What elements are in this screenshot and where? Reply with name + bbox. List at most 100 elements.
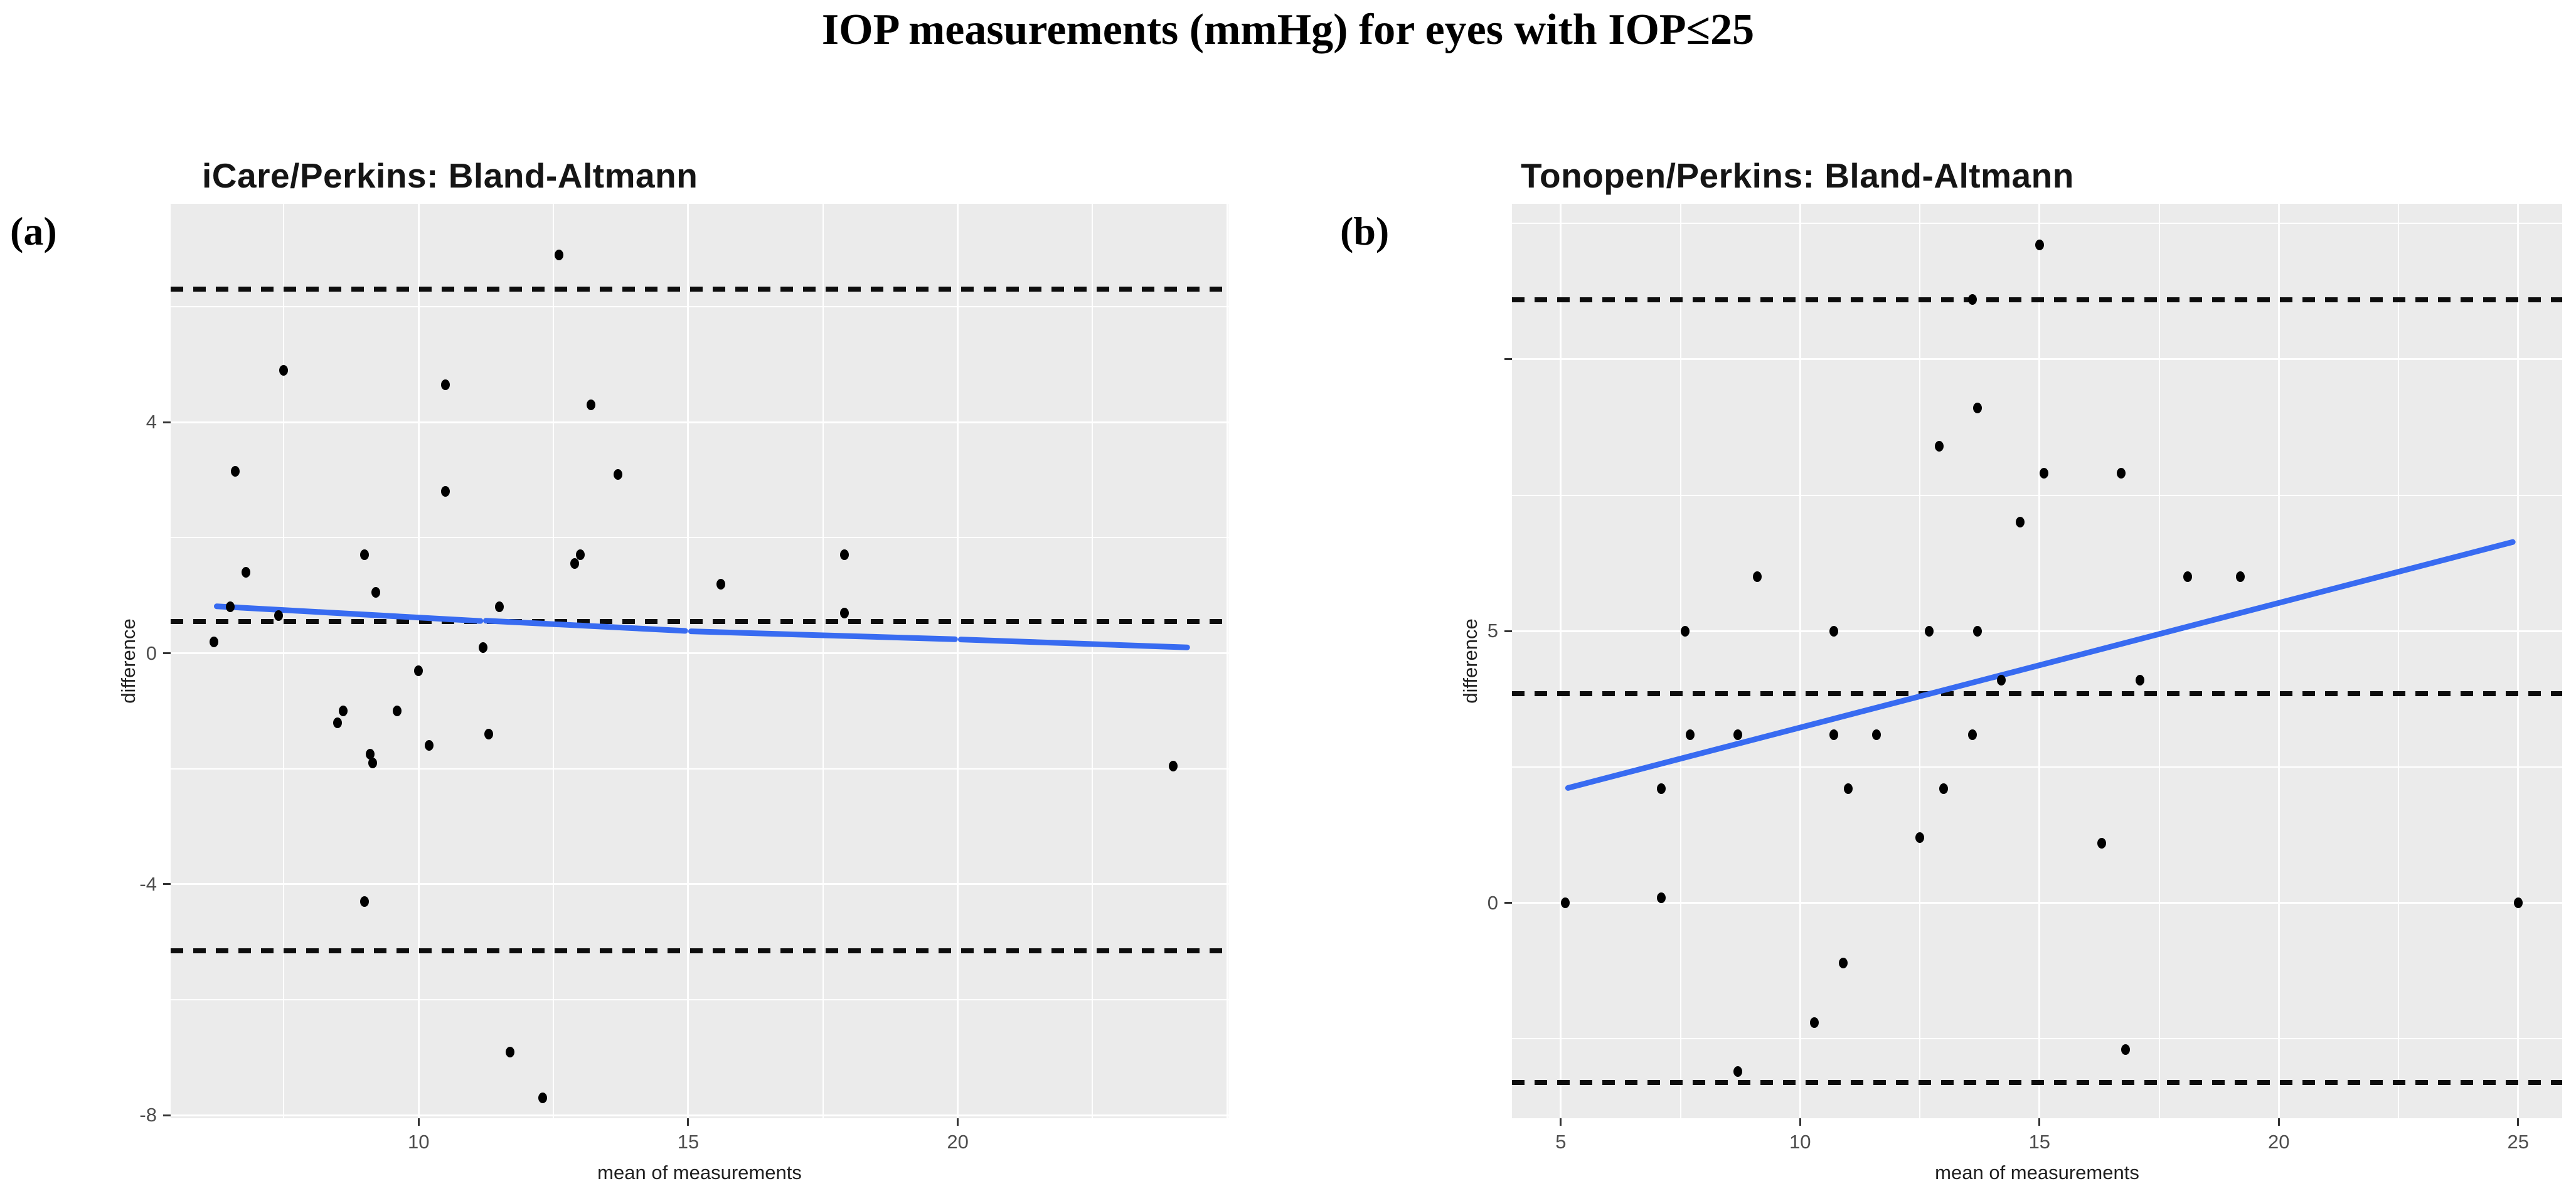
data-point <box>587 400 596 411</box>
x-axis-tick <box>2038 1118 2041 1126</box>
lower-loa-line <box>171 948 1228 953</box>
data-point <box>371 587 380 598</box>
data-point <box>1838 957 1848 968</box>
x-tick-label: 10 <box>1789 1131 1811 1153</box>
data-point <box>2183 571 2193 583</box>
gridline-x-minor <box>1227 204 1228 1118</box>
data-point <box>2035 240 2044 251</box>
x-axis-tick <box>1799 1118 1801 1126</box>
trend-line-segment <box>1565 538 2517 792</box>
gridline-x-minor <box>1919 204 1921 1118</box>
trend-line-segment <box>957 636 1190 650</box>
gridline-x-minor <box>2398 204 2400 1118</box>
gridline-y-minor <box>171 305 1228 307</box>
gridline-y-minor <box>1512 223 2562 225</box>
data-point <box>538 1093 547 1104</box>
gridline-y-minor <box>171 768 1228 770</box>
data-point <box>484 729 493 739</box>
x-axis-tick <box>957 1118 959 1126</box>
gridline-x-minor <box>822 204 824 1118</box>
data-point <box>554 249 563 260</box>
data-point <box>495 601 504 613</box>
x-tick-label: 5 <box>1555 1131 1567 1153</box>
data-point <box>209 636 218 647</box>
y-tick-label: -4 <box>139 872 157 895</box>
gridline-y-minor <box>1512 766 2562 768</box>
data-point <box>279 364 289 376</box>
data-point <box>2121 1044 2131 1056</box>
upper-loa-line <box>171 287 1228 292</box>
data-point <box>2513 897 2523 909</box>
data-point <box>1934 441 1944 452</box>
data-point <box>479 642 488 653</box>
data-point <box>365 749 375 760</box>
panel-label-b: (b) <box>1340 209 1390 253</box>
gridline-x-minor <box>1092 204 1094 1118</box>
data-point <box>1657 783 1666 795</box>
y-axis-tick <box>1504 902 1512 904</box>
gridline-y-major <box>1512 358 2562 361</box>
x-tick-label: 15 <box>2028 1131 2051 1153</box>
data-point <box>368 758 378 769</box>
y-tick-label: 0 <box>1487 891 1498 914</box>
plot-panel-b <box>1512 204 2562 1118</box>
data-point <box>2236 571 2245 583</box>
plot-a-title: iCare/Perkins: Bland-Altmann <box>202 156 698 195</box>
data-point <box>840 607 849 618</box>
gridline-x-major <box>1799 204 1801 1118</box>
data-point <box>1972 625 1982 637</box>
data-point <box>1915 832 1925 844</box>
data-point <box>1925 625 1934 637</box>
figure-title: IOP measurements (mmHg) for eyes with IO… <box>821 6 1755 54</box>
gridline-x-minor <box>553 204 555 1118</box>
data-point <box>840 549 849 561</box>
y-axis-tick <box>1504 630 1512 632</box>
x-axis-tick <box>417 1118 420 1126</box>
x-tick-label: 10 <box>408 1131 430 1153</box>
gridline-x-major <box>2038 204 2041 1118</box>
x-tick-label: 20 <box>2268 1131 2290 1153</box>
data-point <box>274 610 283 622</box>
data-point <box>1657 892 1666 903</box>
x-tick-label: 25 <box>2507 1131 2530 1153</box>
x-tick-label: 15 <box>677 1131 700 1153</box>
plot-panel-a <box>171 204 1228 1118</box>
data-point <box>1169 760 1178 771</box>
gridline-y-major <box>1512 902 2562 904</box>
gridline-x-major <box>957 204 959 1118</box>
mean-difference-line <box>1512 691 2562 696</box>
gridline-x-minor <box>2158 204 2160 1118</box>
x-axis-tick <box>687 1118 689 1126</box>
data-point <box>1810 1017 1819 1028</box>
x-axis-tick <box>1560 1118 1562 1126</box>
gridline-x-major <box>2517 204 2520 1118</box>
data-point <box>1939 783 1949 795</box>
gridline-y-minor <box>1512 1038 2562 1040</box>
data-point <box>1561 897 1570 909</box>
data-point <box>360 896 370 908</box>
data-point <box>441 486 450 497</box>
data-point <box>570 558 580 569</box>
data-point <box>441 379 450 390</box>
gridline-x-minor <box>1679 204 1681 1118</box>
gridline-y-major <box>171 652 1228 655</box>
gridline-y-major <box>171 421 1228 423</box>
plot-b-title: Tonopen/Perkins: Bland-Altmann <box>1521 156 2074 195</box>
gridline-x-major <box>687 204 689 1118</box>
gridline-x-major <box>2277 204 2280 1118</box>
data-point <box>242 567 251 578</box>
gridline-y-minor <box>171 999 1228 1001</box>
data-point <box>225 601 235 613</box>
y-tick-label: 0 <box>146 642 157 664</box>
y-tick-label: -8 <box>139 1104 157 1126</box>
gridline-x-minor <box>283 204 285 1118</box>
y-axis-tick <box>163 1114 171 1116</box>
plot-a-x-axis-title: mean of measurements <box>597 1162 802 1183</box>
data-point <box>231 465 240 477</box>
data-point <box>1685 729 1695 740</box>
data-point <box>1681 625 1690 637</box>
gridline-y-major <box>171 883 1228 886</box>
data-point <box>392 706 402 717</box>
data-point <box>1829 729 1838 740</box>
